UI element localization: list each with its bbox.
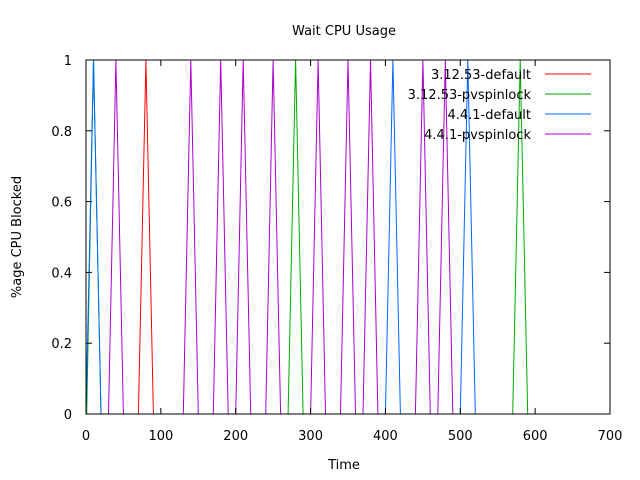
y-tick-label: 0.8 — [51, 125, 72, 140]
legend-label: 4.4.1-default — [447, 108, 531, 123]
x-tick-label: 200 — [223, 429, 248, 444]
x-tick-label: 400 — [373, 429, 398, 444]
plot-frame — [85, 59, 611, 415]
legend: 3.12.53-default 3.12.53-pvspinlock 4.4.1-d… — [408, 68, 591, 143]
y-tick-label: 0.2 — [51, 337, 72, 352]
axes-layer: 0 100 200 300 400 500 600 700 0 0.2 0.4 0.6 0.8 1 — [51, 54, 622, 444]
series-line-1 — [86, 59, 610, 415]
x-tick-label: 700 — [598, 429, 623, 444]
y-axis-label: %age CPU Blocked — [10, 176, 25, 298]
y-tick-label: 1 — [64, 54, 72, 69]
legend-label: 3.12.53-default — [431, 68, 531, 83]
x-tick-label: 0 — [82, 429, 90, 444]
legend-label: 4.4.1-pvspinlock — [424, 128, 531, 143]
y-tick-label: 0.4 — [51, 266, 72, 281]
series-layer — [85, 59, 610, 415]
chart-title: Wait CPU Usage — [292, 24, 396, 39]
x-tick-label: 500 — [448, 429, 473, 444]
series-line-4 — [86, 59, 610, 415]
x-axis-label: Time — [327, 458, 360, 473]
y-tick-label: 0.6 — [51, 196, 72, 211]
x-tick-label: 300 — [298, 429, 323, 444]
series-line-2 — [86, 59, 610, 415]
x-tick-label: 600 — [523, 429, 548, 444]
x-tick-label: 100 — [148, 429, 173, 444]
y-tick-label: 0 — [64, 408, 72, 423]
series-line-3 — [85, 59, 610, 415]
legend-label: 3.12.53-pvspinlock — [408, 88, 532, 103]
